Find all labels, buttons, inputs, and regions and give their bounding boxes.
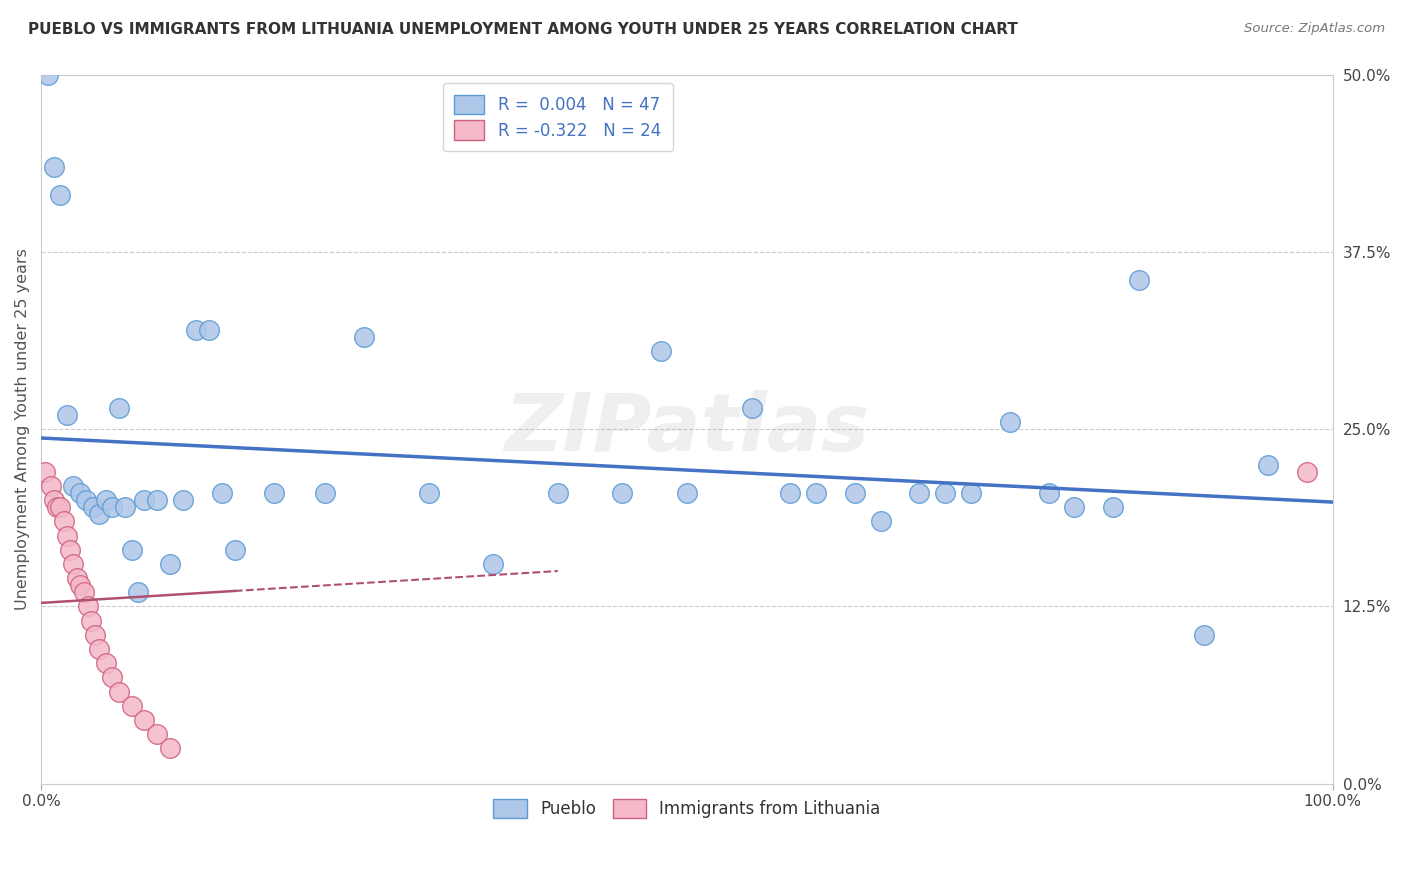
Text: Source: ZipAtlas.com: Source: ZipAtlas.com: [1244, 22, 1385, 36]
Point: [82, 500, 104, 515]
Point: [146, 727, 169, 741]
Point: [612, 486, 634, 500]
Point: [94, 493, 117, 508]
Point: [1296, 465, 1319, 479]
Y-axis label: Unemployment Among Youth under 25 years: Unemployment Among Youth under 25 years: [15, 248, 30, 610]
Point: [89, 507, 111, 521]
Point: [114, 500, 136, 515]
Point: [84, 628, 107, 642]
Point: [1038, 486, 1060, 500]
Point: [127, 585, 149, 599]
Point: [62, 479, 84, 493]
Point: [107, 684, 129, 698]
Point: [650, 344, 672, 359]
Point: [184, 323, 207, 337]
Point: [37, 68, 59, 82]
Point: [869, 514, 891, 528]
Point: [159, 557, 181, 571]
Point: [62, 557, 84, 571]
Point: [908, 486, 931, 500]
Point: [121, 542, 143, 557]
Point: [314, 486, 336, 500]
Point: [676, 486, 699, 500]
Point: [146, 493, 169, 508]
Point: [211, 486, 233, 500]
Point: [56, 408, 79, 422]
Point: [76, 599, 98, 614]
Point: [1192, 628, 1215, 642]
Point: [94, 656, 117, 670]
Point: [53, 514, 76, 528]
Point: [934, 486, 956, 500]
Point: [41, 479, 63, 493]
Point: [172, 493, 194, 508]
Point: [58, 542, 80, 557]
Text: PUEBLO VS IMMIGRANTS FROM LITHUANIA UNEMPLOYMENT AMONG YOUTH UNDER 25 YEARS CORR: PUEBLO VS IMMIGRANTS FROM LITHUANIA UNEM…: [28, 22, 1018, 37]
Point: [1102, 500, 1125, 515]
Point: [73, 585, 96, 599]
Point: [960, 486, 983, 500]
Point: [418, 486, 440, 500]
Point: [998, 415, 1021, 429]
Point: [49, 188, 72, 202]
Point: [263, 486, 285, 500]
Point: [134, 713, 156, 727]
Point: [224, 542, 246, 557]
Point: [121, 698, 143, 713]
Point: [741, 401, 763, 415]
Point: [134, 493, 156, 508]
Point: [101, 500, 124, 515]
Point: [1257, 458, 1279, 472]
Legend: Pueblo, Immigrants from Lithuania: Pueblo, Immigrants from Lithuania: [486, 792, 887, 825]
Point: [34, 465, 56, 479]
Point: [45, 500, 67, 515]
Point: [42, 160, 65, 174]
Point: [353, 330, 375, 344]
Point: [198, 323, 221, 337]
Point: [75, 493, 97, 508]
Point: [1063, 500, 1085, 515]
Text: ZIPatlas: ZIPatlas: [505, 390, 869, 468]
Point: [844, 486, 866, 500]
Point: [56, 528, 79, 542]
Point: [69, 486, 91, 500]
Point: [49, 500, 72, 515]
Point: [89, 642, 111, 657]
Point: [66, 571, 89, 585]
Point: [779, 486, 801, 500]
Point: [159, 741, 181, 756]
Point: [1128, 273, 1150, 287]
Point: [804, 486, 827, 500]
Point: [107, 401, 129, 415]
Point: [547, 486, 569, 500]
Point: [42, 493, 65, 508]
Point: [69, 578, 91, 592]
Point: [80, 614, 103, 628]
Point: [101, 670, 124, 684]
Point: [482, 557, 505, 571]
